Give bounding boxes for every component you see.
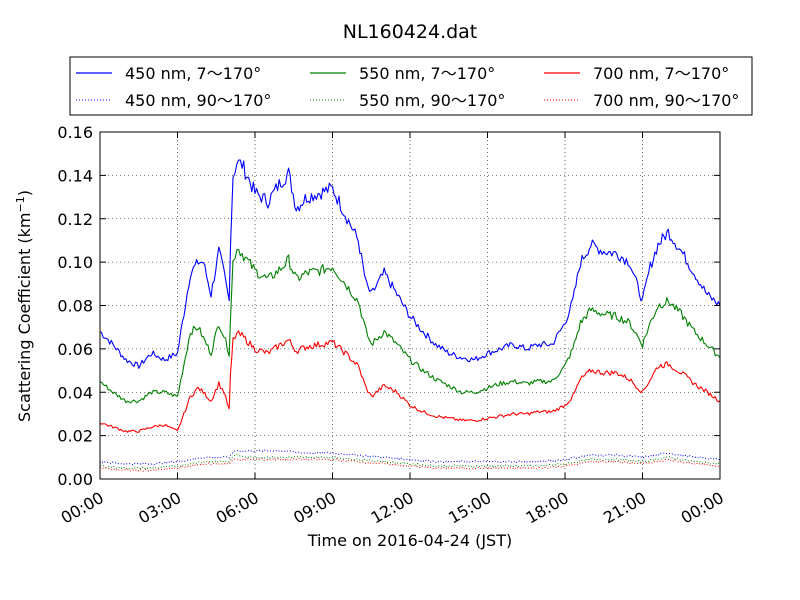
y-tick-label: 0.14 [57, 166, 93, 185]
series-line [99, 449, 720, 466]
x-tick-label: 06:00 [213, 488, 262, 528]
legend-label: 700 nm, 90～170° [593, 91, 739, 110]
series-line [99, 248, 721, 404]
x-tick-label: 03:00 [135, 488, 184, 528]
y-tick-label: 0.06 [57, 340, 93, 359]
y-tick-label: 0.08 [57, 297, 93, 316]
x-tick-label: 18:00 [523, 488, 572, 528]
grid [100, 132, 720, 479]
y-tick-label: 0.10 [57, 253, 93, 272]
legend-label: 700 nm, 7～170° [593, 64, 729, 83]
series-line [99, 458, 721, 472]
legend-label: 450 nm, 7～170° [125, 64, 261, 83]
x-tick-label: 00:00 [58, 488, 107, 528]
legend: 450 nm, 7～170° 550 nm, 7～170° 700 nm, 7～17… [69, 56, 753, 116]
y-axis-label-main: Scattering Coefficient (km [15, 212, 34, 422]
legend-label: 550 nm, 90～170° [359, 91, 505, 110]
y-tick-labels: 0.00 0.02 0.04 0.06 0.08 0.10 0.12 0.14 0.16 [57, 123, 93, 489]
x-axis-label: Time on 2016-04-24 (JST) [307, 531, 512, 550]
series-group [99, 159, 721, 472]
y-axis-label: Scattering Coefficient (km−1) [14, 190, 34, 422]
y-tick-label: 0.00 [57, 470, 93, 489]
x-tick-label: 21:00 [600, 488, 649, 528]
x-tick-label: 00:00 [678, 488, 727, 528]
legend-frame [69, 56, 753, 116]
y-tick-label: 0.12 [57, 210, 93, 229]
chart-title: NL160424.dat [343, 21, 478, 43]
y-axis-label-close: ) [15, 190, 34, 196]
y-tick-label: 0.04 [57, 383, 93, 402]
y-tick-label: 0.16 [57, 123, 93, 142]
y-tick-label: 0.02 [57, 427, 93, 446]
legend-label: 450 nm, 90～170° [125, 91, 271, 110]
legend-label: 550 nm, 7～170° [359, 64, 495, 83]
y-axis-label-sup: −1 [14, 196, 27, 212]
series-line [99, 330, 721, 433]
x-tick-labels: 00:00 03:00 06:00 09:00 12:00 15:00 18:00 21:00… [58, 488, 727, 528]
x-tick-label: 15:00 [445, 488, 494, 528]
x-tick-label: 12:00 [368, 488, 417, 528]
x-tick-label: 09:00 [290, 488, 339, 528]
series-line [99, 159, 721, 369]
ticks [99, 131, 721, 480]
